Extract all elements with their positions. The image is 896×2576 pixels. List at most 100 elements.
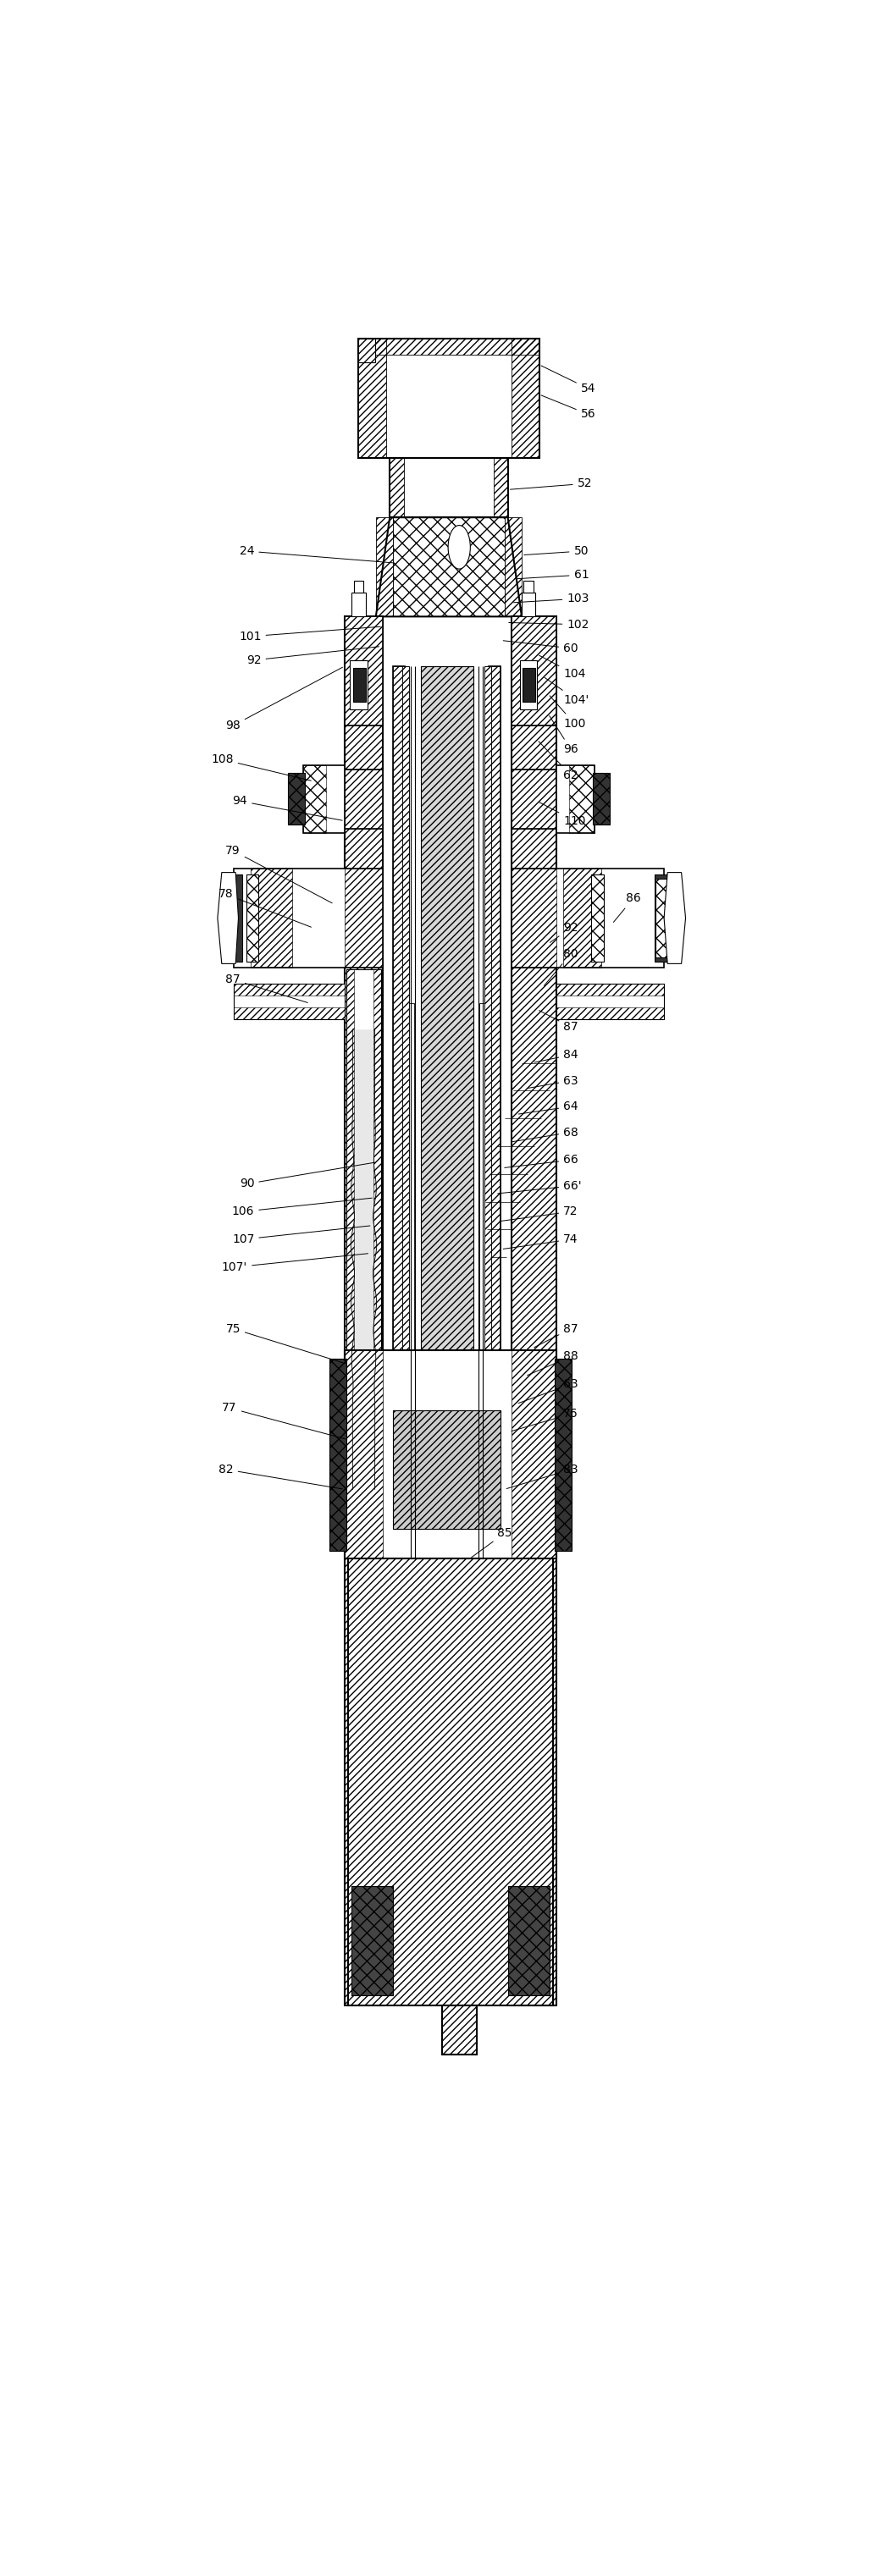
Text: 64: 64 bbox=[519, 1100, 578, 1113]
Bar bbox=[489, 667, 501, 1558]
Bar bbox=[656, 878, 673, 958]
Bar bbox=[556, 765, 595, 832]
Text: 54: 54 bbox=[541, 366, 596, 394]
Bar bbox=[393, 667, 405, 1558]
Polygon shape bbox=[664, 873, 685, 963]
Text: 85: 85 bbox=[471, 1528, 513, 1558]
Bar bbox=[345, 1350, 383, 1558]
Bar bbox=[358, 340, 539, 355]
Text: 101: 101 bbox=[239, 626, 381, 641]
Bar bbox=[484, 667, 491, 1718]
Text: 80: 80 bbox=[544, 948, 578, 987]
Bar bbox=[508, 1886, 549, 1994]
Bar bbox=[393, 518, 504, 616]
Bar bbox=[345, 616, 383, 2004]
Text: 108: 108 bbox=[211, 752, 311, 781]
Text: 68: 68 bbox=[512, 1126, 579, 1141]
Text: 61: 61 bbox=[517, 569, 589, 580]
Bar bbox=[656, 878, 673, 958]
Bar bbox=[345, 616, 383, 726]
Bar bbox=[358, 340, 386, 459]
Bar bbox=[555, 1358, 572, 1551]
Bar bbox=[230, 873, 243, 961]
Text: 96: 96 bbox=[549, 716, 579, 755]
Text: 79: 79 bbox=[226, 845, 332, 904]
Bar bbox=[512, 616, 556, 2004]
Polygon shape bbox=[376, 518, 521, 616]
Bar bbox=[390, 459, 403, 518]
Bar bbox=[512, 868, 664, 969]
Bar bbox=[522, 667, 535, 701]
Bar bbox=[524, 580, 533, 592]
Bar bbox=[374, 969, 381, 1548]
Text: 76: 76 bbox=[512, 1409, 578, 1432]
Text: 83: 83 bbox=[506, 1463, 578, 1489]
Bar bbox=[421, 667, 473, 1718]
Bar bbox=[246, 873, 259, 961]
Text: 24: 24 bbox=[239, 546, 393, 562]
Bar bbox=[347, 969, 354, 1548]
Bar bbox=[330, 1358, 346, 1551]
Bar bbox=[358, 340, 539, 459]
Text: 75: 75 bbox=[226, 1321, 346, 1363]
Text: 78: 78 bbox=[219, 889, 311, 927]
Bar bbox=[556, 984, 664, 1020]
Text: 107: 107 bbox=[232, 1226, 370, 1244]
Bar bbox=[358, 340, 375, 363]
Bar bbox=[421, 667, 473, 1718]
Text: 98: 98 bbox=[226, 667, 342, 732]
Bar bbox=[350, 659, 367, 711]
Bar bbox=[569, 765, 595, 832]
Bar bbox=[504, 518, 521, 616]
Text: 66': 66' bbox=[497, 1180, 582, 1193]
Bar bbox=[393, 1409, 501, 1530]
Text: 88: 88 bbox=[528, 1350, 579, 1376]
Bar bbox=[303, 765, 326, 832]
Bar bbox=[288, 773, 305, 824]
Bar bbox=[592, 773, 610, 824]
Text: 84: 84 bbox=[534, 1048, 578, 1061]
Bar bbox=[479, 1002, 484, 1718]
Bar bbox=[393, 1409, 501, 1530]
Text: 62: 62 bbox=[538, 742, 578, 781]
Bar bbox=[234, 1007, 345, 1020]
Bar bbox=[402, 667, 409, 1718]
Bar bbox=[591, 873, 604, 961]
Ellipse shape bbox=[448, 526, 470, 569]
Bar bbox=[234, 868, 383, 969]
Text: 63: 63 bbox=[528, 1074, 578, 1087]
Text: 94: 94 bbox=[232, 796, 342, 819]
Bar bbox=[512, 340, 539, 459]
Text: 56: 56 bbox=[541, 394, 596, 420]
Text: 106: 106 bbox=[232, 1198, 372, 1218]
Bar bbox=[512, 1350, 556, 1558]
Bar bbox=[303, 765, 345, 832]
Bar bbox=[345, 770, 383, 829]
Text: 104': 104' bbox=[545, 677, 589, 706]
Bar bbox=[251, 868, 292, 969]
Bar bbox=[330, 1358, 346, 1551]
Bar bbox=[521, 592, 536, 616]
Text: 92: 92 bbox=[550, 922, 578, 943]
Bar bbox=[354, 580, 364, 592]
Text: 63: 63 bbox=[519, 1378, 578, 1404]
Bar bbox=[345, 770, 383, 829]
Bar bbox=[351, 1886, 393, 1994]
Text: 107': 107' bbox=[222, 1255, 368, 1273]
Bar bbox=[348, 1558, 553, 2004]
Text: 82: 82 bbox=[219, 1463, 342, 1489]
Bar bbox=[508, 1886, 549, 1994]
Bar bbox=[591, 873, 604, 961]
Text: 110: 110 bbox=[539, 801, 586, 827]
Bar bbox=[556, 984, 664, 994]
Bar bbox=[348, 1558, 553, 2004]
Bar bbox=[555, 1358, 572, 1551]
Text: 100: 100 bbox=[549, 696, 586, 729]
Text: 60: 60 bbox=[504, 641, 578, 654]
Bar bbox=[353, 667, 366, 701]
Text: 52: 52 bbox=[510, 477, 592, 489]
Bar bbox=[520, 659, 537, 711]
Bar bbox=[345, 616, 383, 2004]
Text: 50: 50 bbox=[524, 546, 589, 556]
Bar bbox=[345, 868, 383, 969]
